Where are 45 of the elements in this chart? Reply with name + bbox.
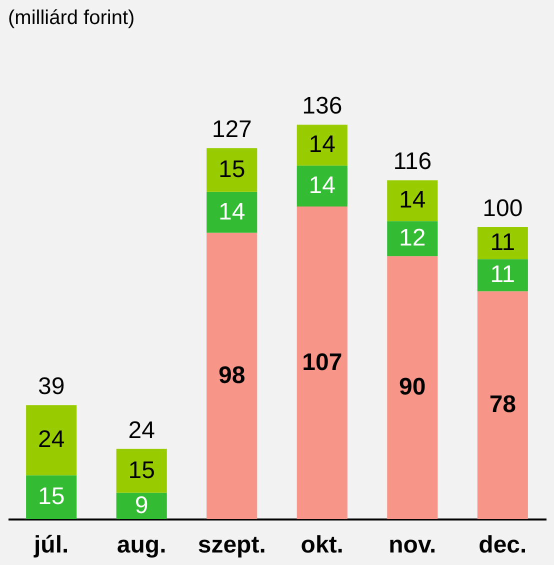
data-label: 15	[128, 456, 155, 484]
x-tick-label: nov.	[388, 532, 436, 558]
data-label: 11	[490, 229, 516, 256]
x-tick-label: aug.	[116, 532, 166, 558]
data-label: 78	[489, 391, 516, 418]
bar	[296, 166, 348, 207]
bar	[26, 475, 77, 519]
total-label: 116	[393, 148, 432, 176]
bar	[387, 180, 438, 222]
bar	[477, 259, 528, 292]
data-label: 14	[308, 131, 336, 158]
total-label: 39	[38, 373, 65, 400]
x-tick-label: dec.	[478, 532, 527, 558]
bar	[477, 291, 528, 519]
data-label: 14	[308, 172, 336, 200]
chart-subtitle: (milliárd forint)	[8, 7, 135, 29]
total-label: 24	[128, 416, 155, 444]
bar	[206, 148, 258, 192]
total-label: 127	[212, 116, 252, 144]
x-tick-label: júl.	[32, 532, 69, 558]
data-label: 12	[399, 224, 426, 252]
bar	[387, 221, 438, 256]
bar	[116, 448, 167, 493]
x-tick-label: szept.	[198, 532, 266, 558]
data-label: 98	[218, 362, 246, 389]
bar	[387, 256, 438, 519]
total-label: 136	[302, 92, 342, 120]
bar	[296, 124, 348, 166]
bar	[296, 206, 348, 519]
data-label: 11	[490, 261, 516, 288]
bar	[206, 232, 258, 519]
x-tick-label: okt.	[300, 532, 344, 558]
data-label: 9	[134, 492, 148, 519]
data-label: 14	[218, 198, 246, 226]
bar	[26, 405, 77, 476]
bar	[477, 226, 528, 260]
data-label: 14	[399, 186, 426, 214]
data-label: 107	[302, 348, 342, 376]
data-label: 15	[218, 156, 246, 184]
bar	[206, 192, 258, 233]
data-label: 24	[38, 426, 65, 454]
bar	[116, 492, 167, 519]
data-label: 90	[399, 374, 426, 401]
data-label: 15	[38, 483, 65, 510]
total-label: 100	[482, 194, 523, 222]
